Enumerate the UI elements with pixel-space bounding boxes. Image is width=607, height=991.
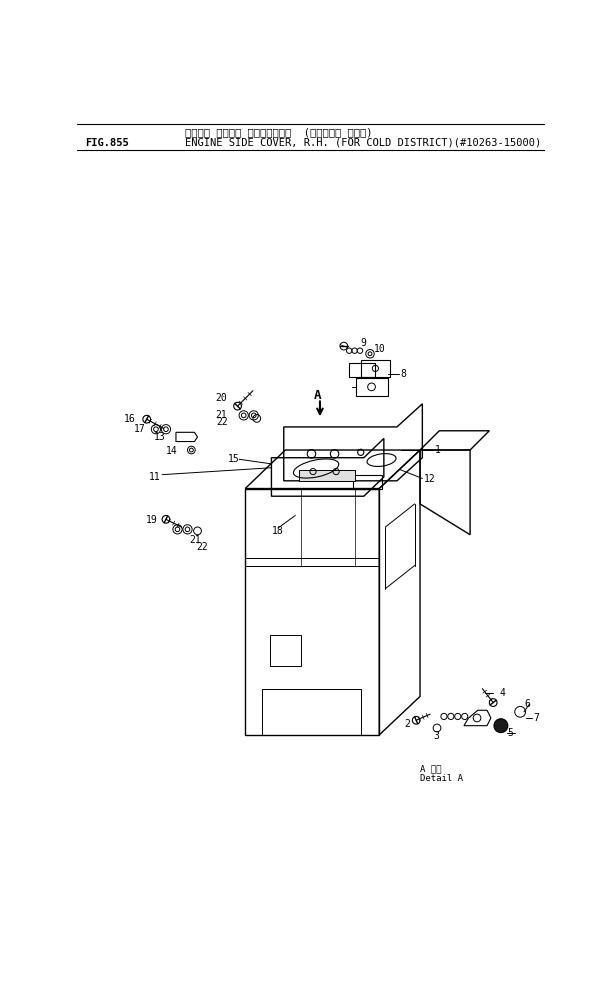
- Text: 11: 11: [149, 472, 161, 482]
- Bar: [349, 363, 375, 377]
- Text: ENGINE SIDE COVER, R.H. (FOR COLD DISTRICT)(#10263-15000): ENGINE SIDE COVER, R.H. (FOR COLD DISTRI…: [185, 138, 541, 148]
- Text: 7: 7: [533, 713, 539, 723]
- Bar: [361, 360, 390, 377]
- Text: FIG.855: FIG.855: [85, 138, 129, 148]
- Text: 2: 2: [404, 719, 410, 729]
- Text: エンジン サイト゛ カバー、ミキ゛  (カンレイチ シヨウ): エンジン サイト゛ カバー、ミキ゛ (カンレイチ シヨウ): [185, 127, 373, 137]
- Text: 22: 22: [217, 416, 228, 426]
- Text: 5: 5: [507, 728, 513, 738]
- Text: 17: 17: [134, 424, 145, 434]
- Text: 8: 8: [401, 369, 407, 379]
- Text: 1: 1: [435, 445, 441, 455]
- Bar: [356, 378, 388, 396]
- Text: 16: 16: [123, 414, 135, 424]
- Text: 20: 20: [215, 393, 227, 403]
- Text: 21: 21: [190, 535, 202, 545]
- Text: 15: 15: [228, 454, 240, 464]
- Text: 19: 19: [146, 515, 157, 525]
- Bar: [299, 470, 354, 481]
- Text: 22: 22: [197, 542, 208, 552]
- Text: 12: 12: [424, 474, 436, 484]
- Bar: [353, 475, 382, 489]
- Text: 6: 6: [524, 699, 530, 710]
- Text: 4: 4: [500, 689, 505, 699]
- Text: 9: 9: [361, 338, 367, 348]
- Circle shape: [494, 718, 508, 732]
- Text: 18: 18: [271, 526, 283, 536]
- Text: A: A: [314, 388, 321, 401]
- Text: Detail A: Detail A: [420, 774, 463, 783]
- Text: 21: 21: [215, 409, 227, 419]
- Text: 10: 10: [374, 344, 385, 354]
- Text: 3: 3: [433, 731, 439, 741]
- Text: 14: 14: [166, 446, 177, 456]
- Text: 13: 13: [154, 432, 165, 442]
- Text: A 拡大: A 拡大: [420, 764, 441, 773]
